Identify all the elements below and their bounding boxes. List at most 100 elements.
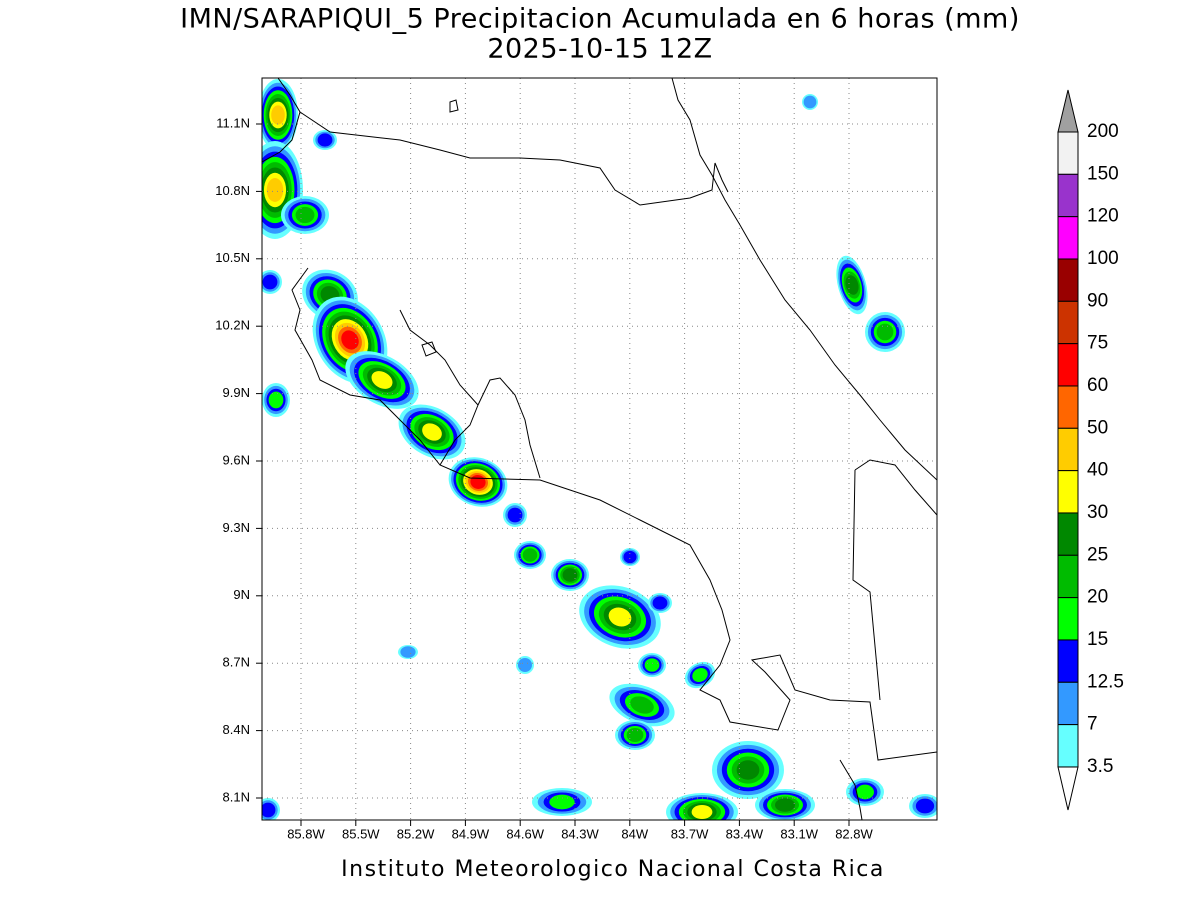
axis-labels: 11.1N 10.8N 10.5N 10.2N 9.9N 9.6N 9.3N 9N 8.7N 8.… [215,115,873,841]
gulf [399,309,479,466]
precipitation [262,79,937,820]
colorbar-label: 200 [1087,121,1119,142]
title: IMN/SARAPIQUI_5 Precipitacion Acumulada … [180,4,1020,35]
rain-area [262,274,278,290]
footer: Instituto Meteorologico Nacional Costa R… [341,857,885,882]
coastline [291,267,937,761]
lon-label: 83.1W [780,826,818,841]
border [852,469,881,701]
colorbar-triangle [1057,766,1079,811]
lat-label: 10.8N [215,183,250,198]
colorbar-label: 25 [1087,544,1108,565]
colorbar-swatch [1057,385,1079,429]
colorbar-label: 30 [1087,502,1108,523]
colorbar-swatch [1057,343,1079,387]
colorbar-swatch [1057,724,1079,768]
rain-area [400,646,416,658]
rain-area [652,596,668,610]
colorbar-swatch [1057,597,1079,641]
rain-area [856,784,874,800]
rain-area [522,548,538,562]
rain-area [626,728,644,742]
rain-area [295,206,315,224]
colorbar-label: 75 [1087,333,1108,354]
subtitle: 2025-10-15 12Z [487,34,712,65]
lon-label: 84W [621,826,648,841]
lat-label: 11.1N [216,115,250,130]
rain-area [262,802,276,818]
colorbar-label: 3.5 [1087,756,1113,777]
lon-label: 84.3W [561,826,599,841]
rain-area [644,658,660,672]
lon-label: 83.7W [671,826,709,841]
island [421,341,437,357]
rain-area [518,658,532,672]
colorbar-label: 50 [1087,417,1108,438]
rain-area [803,95,817,109]
colorbar-swatch [1057,258,1079,302]
colorbar-label: 20 [1087,587,1108,608]
colorbar-swatch [1057,554,1079,599]
rain-area [507,507,523,523]
colorbar-label: 60 [1087,375,1108,396]
border [299,111,729,206]
lon-label: 84.6W [506,826,544,841]
lat-label: 8.4N [223,722,250,737]
lat-label: 8.1N [223,789,250,804]
lat-label: 9.3N [223,520,250,535]
rain-area [623,550,637,564]
coastline [671,78,937,481]
lat-label: 9.6N [223,452,250,467]
rain-area [271,105,285,125]
rain-area [692,667,708,683]
gulf-coast [477,377,541,479]
lon-label: 84.9W [452,826,490,841]
colorbar-label: 7 [1087,714,1098,735]
rain-area [845,275,859,295]
colorbar-label: 90 [1087,290,1108,311]
rain-area [549,794,575,810]
colorbar-swatch [1057,173,1079,218]
colorbar-swatch [1057,300,1079,345]
colorbar-label: 150 [1087,163,1119,184]
coastline [839,759,863,820]
colorbar-swatch [1057,512,1079,556]
colorbar-swatch [1057,470,1079,514]
colorbar-label: 40 [1087,460,1108,481]
rain-area [562,568,578,582]
colorbar-label: 12.5 [1087,671,1124,692]
rain-area [876,323,894,341]
island [449,99,459,113]
coastline [262,78,301,163]
colorbar-label: 15 [1087,629,1108,650]
colorbar-swatch [1057,639,1079,683]
grid [262,78,937,820]
coastlines [262,78,937,820]
rain-area [630,696,654,714]
lat-label: 10.5N [215,250,250,265]
rain-area [371,371,393,389]
colorbar-swatch [1057,427,1079,472]
rain-area [317,133,333,147]
colorbar-swatch [1057,131,1079,175]
rain-area [736,760,760,780]
lon-label: 83.4W [726,826,764,841]
rain-area [608,607,632,627]
colorbar-swatch [1057,681,1079,726]
rain-area [266,178,284,202]
colorbar-label: 120 [1087,206,1119,227]
border [854,459,937,516]
lat-label: 9N [233,587,250,602]
rain-area [915,798,935,814]
lon-label: 82.8W [835,826,873,841]
lon-label: 85.2W [397,826,435,841]
rain-area [775,798,795,812]
lon-label: 85.8W [287,826,325,841]
colorbar-triangle [1057,89,1079,133]
lat-label: 10.2N [215,318,250,333]
colorbar-label: 100 [1087,248,1119,269]
plot-frame [261,77,938,821]
rain-area [341,330,359,350]
lon-label: 85.5W [342,826,380,841]
